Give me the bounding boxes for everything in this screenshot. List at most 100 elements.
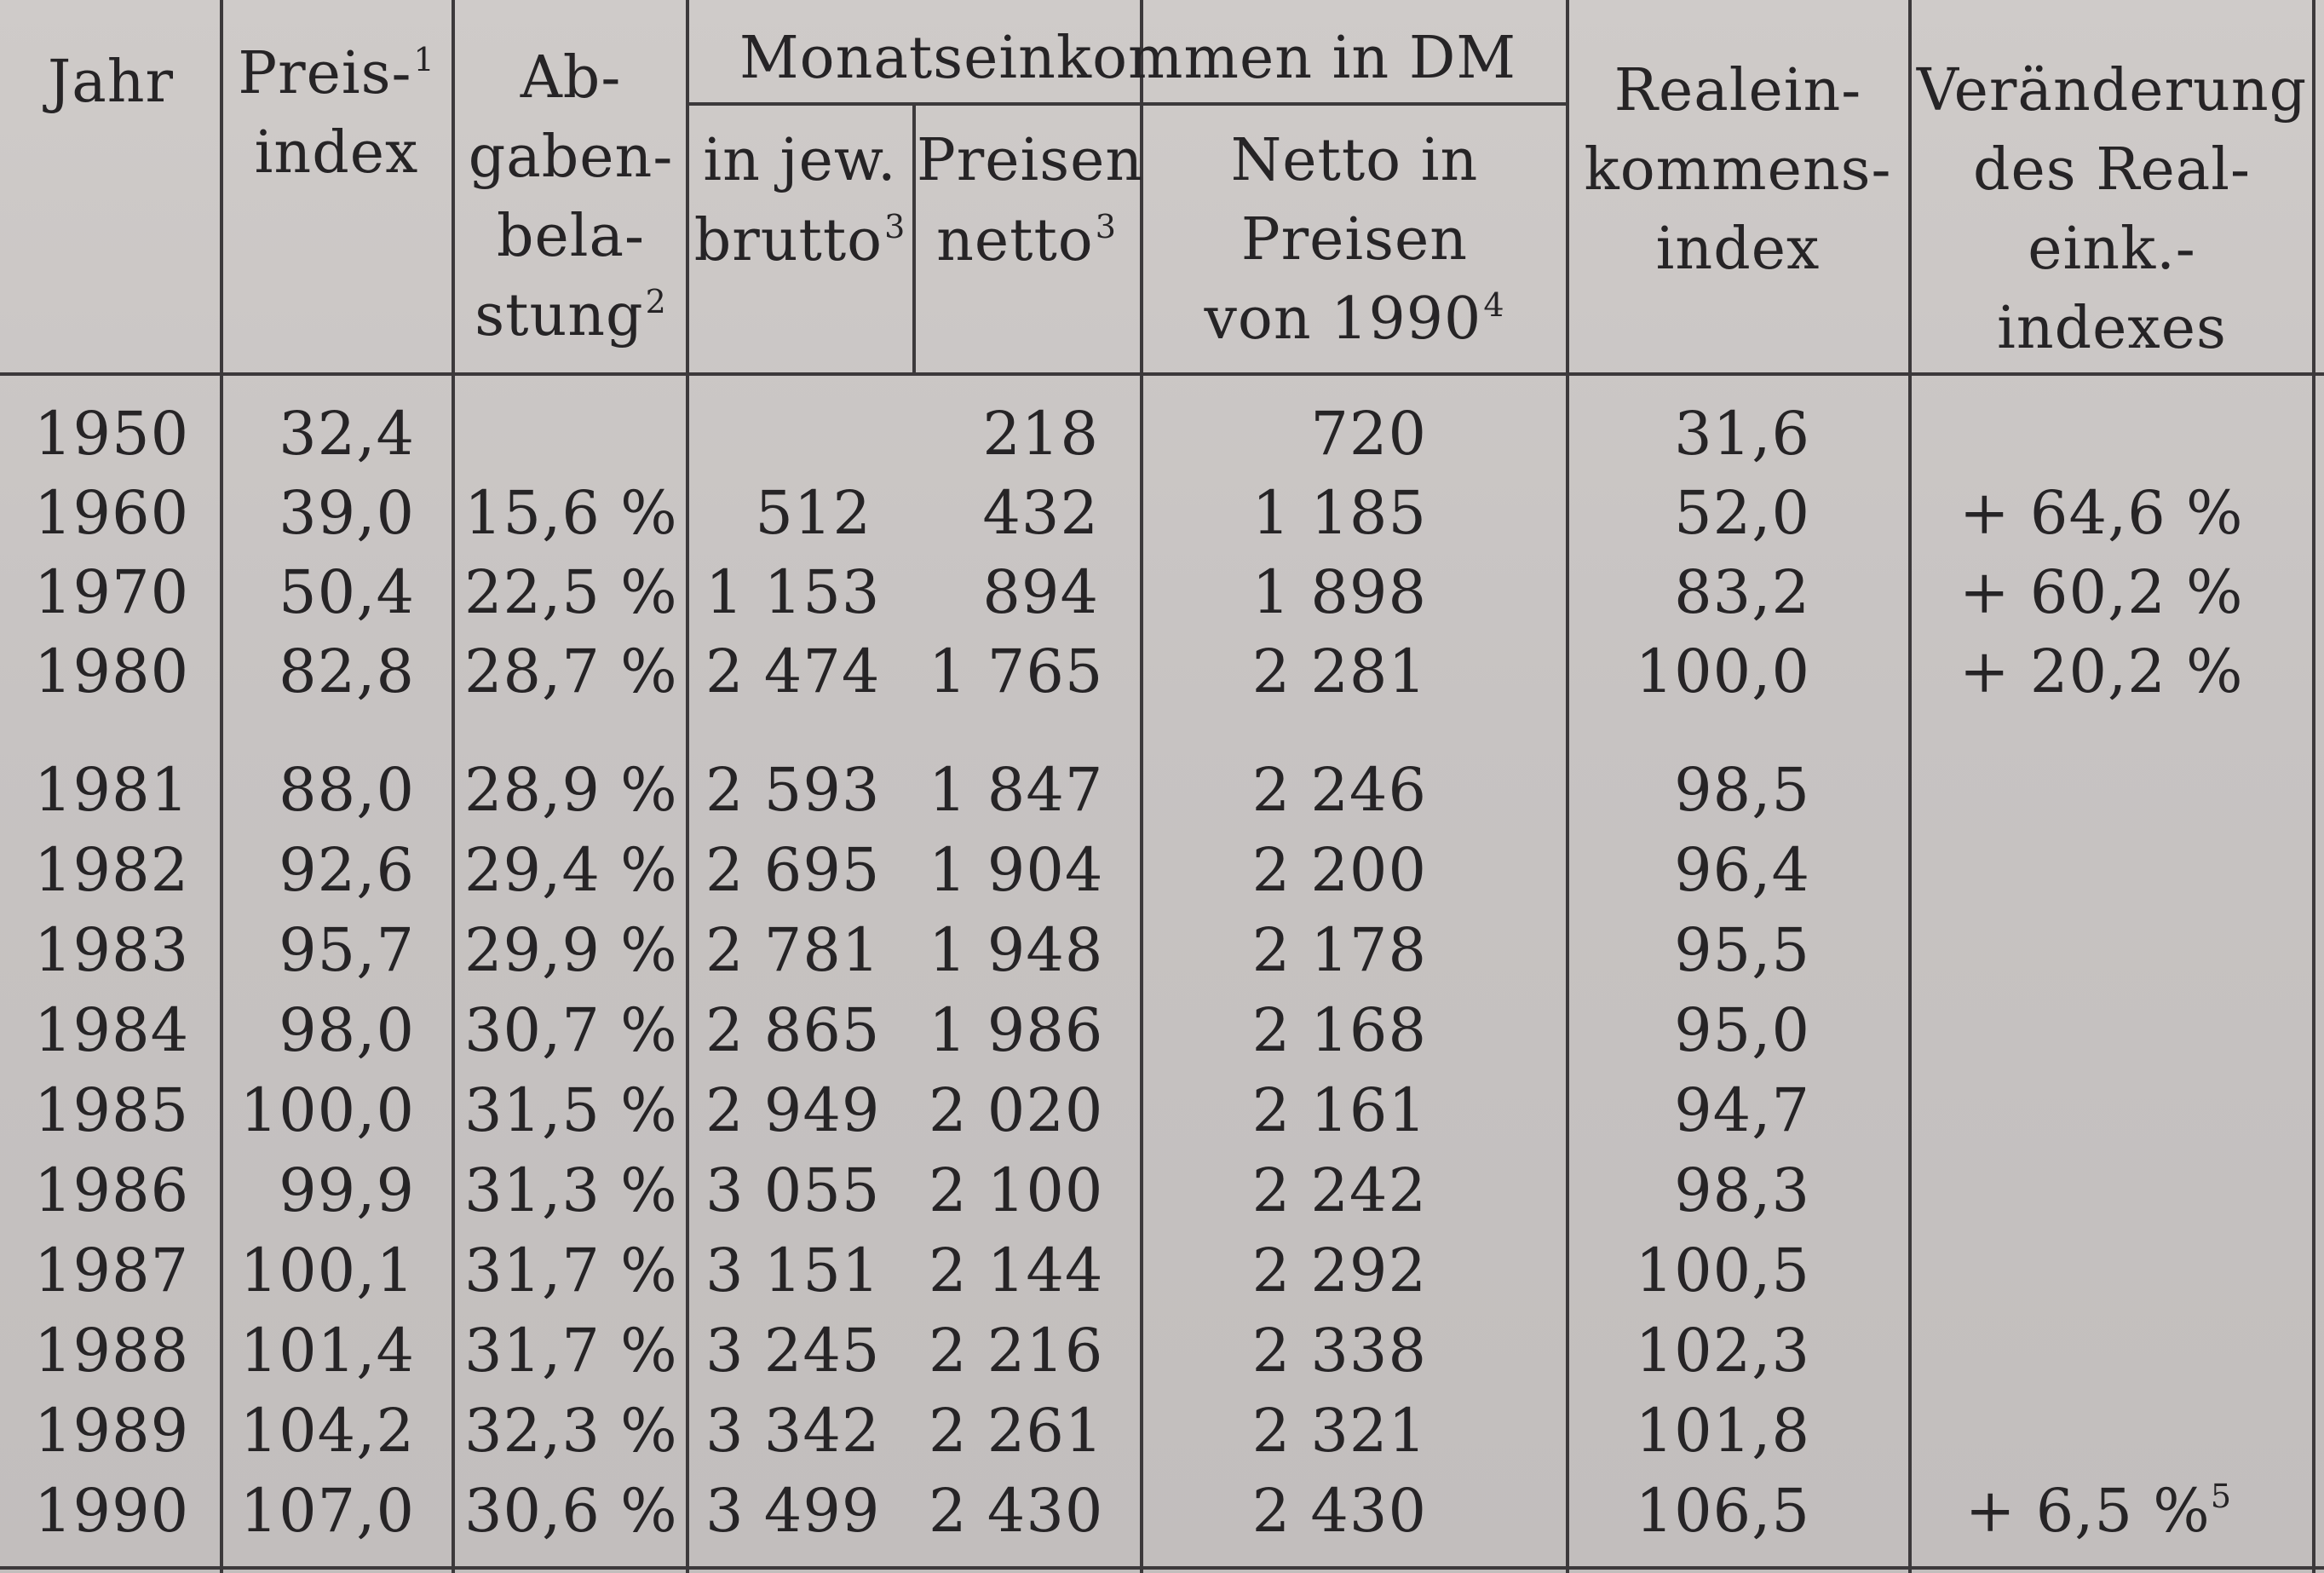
cell-netto: 1 904 (929, 835, 1104, 905)
cell-netto-1990: 1 898 (1251, 557, 1427, 627)
header-change-line3: eink.- (2028, 216, 2196, 283)
header-current-prices-left: in jew. (690, 121, 910, 200)
cell-tax-burden: 32,3 % (464, 1396, 678, 1466)
cell-price-index: 101,4 (239, 1316, 415, 1386)
cell-netto: 432 (982, 478, 1099, 548)
column-rule (2312, 0, 2315, 1573)
header-price-line2: index (254, 119, 419, 187)
column-rule (1566, 0, 1569, 1573)
cell-netto-1990: 2 292 (1251, 1236, 1427, 1305)
header-change-line2: des Real- (1973, 136, 2251, 204)
cell-year: 1990 (34, 1476, 190, 1546)
cell-netto-1990: 1 185 (1251, 478, 1427, 548)
cell-brutto: 2 593 (705, 755, 881, 825)
cell-price-index: 95,7 (279, 915, 415, 985)
header-real-income-index: Realein- kommens- index (1572, 51, 1904, 289)
cell-netto: 1 986 (929, 995, 1104, 1065)
footnote-marker: 4 (1483, 286, 1505, 324)
cell-change: + 64,6 % (1959, 478, 2244, 548)
cell-price-index: 88,0 (279, 755, 415, 825)
cell-netto-1990: 2 430 (1251, 1476, 1427, 1546)
cell-brutto: 2 949 (705, 1075, 881, 1145)
table-bottom-rule (0, 1566, 2324, 1570)
cell-year: 1981 (34, 755, 190, 825)
header-change-line1: Veränderung (1916, 57, 2308, 124)
header-real-line2: kommens- (1584, 136, 1892, 204)
column-rule (452, 0, 455, 1573)
cell-year: 1960 (34, 478, 190, 548)
column-rule (220, 0, 223, 1573)
header-brutto: brutto3 (690, 201, 910, 280)
cell-netto: 2 216 (929, 1316, 1104, 1386)
header-brutto-label: brutto3 (693, 207, 906, 274)
cell-netto-1990: 2 321 (1251, 1396, 1427, 1466)
column-rule (1908, 0, 1912, 1573)
cell-brutto: 2 781 (705, 915, 881, 985)
cell-tax-burden: 31,3 % (464, 1155, 678, 1225)
cell-tax-burden: 22,5 % (464, 557, 678, 627)
cell-tax-burden: 28,9 % (464, 755, 678, 825)
cell-year: 1970 (34, 557, 190, 627)
cell-real-index: 94,7 (1674, 1075, 1810, 1145)
cell-real-index: 96,4 (1674, 835, 1810, 905)
cell-netto-1990: 2 281 (1251, 637, 1427, 706)
header-current-prices-right: Preisen (917, 121, 1142, 200)
cell-year: 1985 (34, 1075, 190, 1145)
cell-real-index: 106,5 (1635, 1476, 1810, 1546)
cell-brutto: 3 151 (705, 1236, 881, 1305)
cell-netto: 2 144 (929, 1236, 1104, 1305)
cell-netto: 894 (982, 557, 1099, 627)
cell-year: 1984 (34, 995, 190, 1065)
header-current-prices-left-label: in jew. (703, 127, 897, 194)
cell-tax-burden: 28,7 % (464, 637, 678, 706)
cell-real-index: 98,5 (1674, 755, 1810, 825)
cell-price-index: 92,6 (279, 835, 415, 905)
cell-netto-1990: 2 168 (1251, 995, 1427, 1065)
cell-change: + 60,2 % (1959, 557, 2244, 627)
cell-price-index: 99,9 (279, 1155, 415, 1225)
header-price-index: Preis-1 index (226, 34, 447, 193)
cell-year: 1986 (34, 1155, 190, 1225)
cell-year: 1982 (34, 835, 190, 905)
cell-year: 1988 (34, 1316, 190, 1386)
cell-brutto: 3 245 (705, 1316, 881, 1386)
header-tax-line4: stung2 (475, 282, 667, 349)
cell-price-index: 50,4 (279, 557, 415, 627)
cell-tax-burden: 31,7 % (464, 1236, 678, 1305)
footnote-marker: 1 (413, 41, 435, 78)
header-change-real-index: Veränderung des Real- eink.- indexes (1915, 51, 2309, 368)
cell-real-index: 98,3 (1674, 1155, 1810, 1225)
cell-brutto: 2 865 (705, 995, 881, 1065)
header-bottom-rule (0, 372, 2324, 376)
column-rule (912, 102, 916, 375)
header-net90-line1: Netto in (1230, 127, 1479, 194)
footnote-marker: 3 (884, 208, 906, 245)
cell-netto: 1 847 (929, 755, 1104, 825)
cell-tax-burden: 30,7 % (464, 995, 678, 1065)
cell-real-index: 52,0 (1674, 478, 1810, 548)
cell-change: + 20,2 % (1959, 637, 2244, 706)
cell-tax-burden: 31,7 % (464, 1316, 678, 1386)
cell-brutto: 2 695 (705, 835, 881, 905)
cell-netto: 1 765 (929, 637, 1104, 706)
header-year: Jahr (17, 43, 204, 122)
cell-netto-1990: 2 161 (1251, 1075, 1427, 1145)
cell-real-index: 95,0 (1674, 995, 1810, 1065)
cell-brutto: 3 055 (705, 1155, 881, 1225)
cell-price-index: 100,1 (239, 1236, 415, 1305)
header-netto: netto3 (917, 201, 1136, 280)
cell-price-index: 39,0 (279, 478, 415, 548)
cell-change: + 6,5 %5 (1964, 1476, 2232, 1546)
footnote-marker: 2 (645, 283, 667, 320)
cell-brutto: 3 342 (705, 1396, 881, 1466)
cell-real-index: 101,8 (1635, 1396, 1810, 1466)
header-real-line3: index (1655, 216, 1821, 283)
cell-netto-1990: 2 178 (1251, 915, 1427, 985)
cell-netto-1990: 720 (1310, 399, 1427, 469)
cell-brutto: 1 153 (705, 557, 881, 627)
cell-netto-1990: 2 338 (1251, 1316, 1427, 1386)
cell-brutto: 512 (755, 478, 872, 548)
cell-real-index: 100,5 (1635, 1236, 1810, 1305)
header-tax-line2: gaben- (468, 124, 674, 191)
